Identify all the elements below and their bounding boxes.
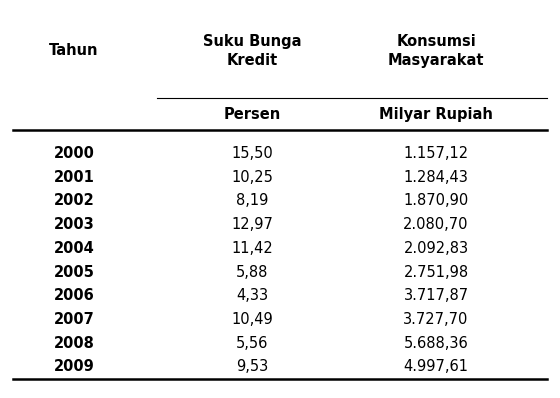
Text: 2007: 2007 (53, 312, 94, 327)
Text: 2.092,83: 2.092,83 (403, 241, 469, 256)
Text: 1.157,12: 1.157,12 (403, 146, 469, 161)
Text: 2004: 2004 (53, 241, 94, 256)
Text: 5,88: 5,88 (236, 265, 268, 280)
Text: 5.688,36: 5.688,36 (404, 336, 468, 351)
Text: 11,42: 11,42 (231, 241, 273, 256)
Text: 1.284,43: 1.284,43 (404, 170, 469, 185)
Text: Milyar Rupiah: Milyar Rupiah (379, 107, 493, 121)
Text: Persen: Persen (223, 107, 281, 121)
Text: 3.727,70: 3.727,70 (403, 312, 469, 327)
Text: Tahun: Tahun (49, 43, 99, 58)
Text: 4,33: 4,33 (236, 288, 268, 303)
Text: 2001: 2001 (53, 170, 94, 185)
Text: 2002: 2002 (53, 193, 94, 209)
Text: 10,25: 10,25 (231, 170, 273, 185)
Text: 2005: 2005 (53, 265, 94, 280)
Text: 2006: 2006 (53, 288, 94, 303)
Text: 12,97: 12,97 (231, 217, 273, 232)
Text: 1.870,90: 1.870,90 (403, 193, 469, 209)
Text: 9,53: 9,53 (236, 359, 268, 375)
Text: 2000: 2000 (53, 146, 94, 161)
Text: 3.717,87: 3.717,87 (403, 288, 469, 303)
Text: 2.751,98: 2.751,98 (403, 265, 469, 280)
Text: 2003: 2003 (53, 217, 94, 232)
Text: 15,50: 15,50 (231, 146, 273, 161)
Text: 2.080,70: 2.080,70 (403, 217, 469, 232)
Text: 2009: 2009 (53, 359, 94, 375)
Text: Konsumsi
Masyarakat: Konsumsi Masyarakat (388, 34, 484, 68)
Text: Suku Bunga
Kredit: Suku Bunga Kredit (203, 34, 301, 68)
Text: 5,56: 5,56 (236, 336, 268, 351)
Text: 8,19: 8,19 (236, 193, 268, 209)
Text: 4.997,61: 4.997,61 (404, 359, 469, 375)
Text: 10,49: 10,49 (231, 312, 273, 327)
Text: 2008: 2008 (53, 336, 94, 351)
